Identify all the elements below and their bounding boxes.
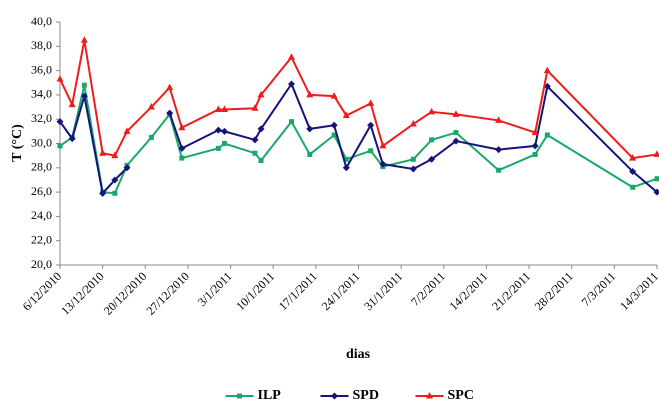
marker (179, 156, 184, 161)
marker (630, 185, 635, 190)
y-tick-label: 28,0 (31, 160, 52, 174)
marker (533, 152, 538, 157)
marker (149, 135, 154, 140)
marker (252, 151, 257, 156)
marker (82, 83, 87, 88)
marker (112, 191, 117, 196)
y-axis-title: T (°C) (10, 124, 25, 162)
marker (99, 149, 106, 156)
marker (288, 53, 295, 60)
marker (429, 137, 434, 142)
marker (216, 146, 221, 151)
marker (411, 157, 416, 162)
marker (215, 127, 222, 134)
marker (532, 142, 539, 149)
legend-label: SPD (353, 388, 379, 403)
y-tick-label: 20,0 (31, 257, 52, 271)
marker (57, 75, 64, 82)
legend-label: SPC (448, 388, 474, 403)
marker (166, 84, 173, 91)
x-tick-label: 21/2/2011 (489, 269, 533, 313)
marker (259, 158, 264, 163)
y-tick-label: 24,0 (31, 208, 52, 222)
x-tick-label: 14/2/2011 (446, 269, 490, 313)
x-tick-label: 14/3/2011 (617, 269, 659, 313)
y-tick-label: 32,0 (31, 111, 52, 125)
marker (655, 176, 659, 181)
x-tick-label: 20/12/2010 (101, 269, 150, 318)
x-tick-label: 7/3/2011 (579, 269, 619, 309)
marker (495, 146, 502, 153)
marker (222, 141, 227, 146)
x-tick-label: 28/2/2011 (532, 269, 576, 313)
marker (368, 148, 373, 153)
y-tick-label: 36,0 (31, 62, 52, 76)
y-tick-label: 26,0 (31, 184, 52, 198)
marker (331, 122, 338, 129)
x-tick-label: 27/12/2010 (143, 269, 192, 318)
y-tick-label: 22,0 (31, 232, 52, 246)
marker (410, 166, 417, 173)
x-tick-label: 7/2/2011 (408, 269, 448, 309)
marker (496, 168, 501, 173)
marker (307, 152, 312, 157)
x-tick-label: 3/1/2011 (195, 269, 235, 309)
marker (237, 394, 242, 399)
x-tick-label: 24/1/2011 (319, 269, 363, 313)
y-tick-label: 34,0 (31, 87, 52, 101)
marker (306, 125, 313, 132)
marker (654, 150, 659, 157)
marker (453, 130, 458, 135)
marker (81, 36, 88, 43)
series-line (170, 84, 657, 192)
y-tick-label: 38,0 (31, 38, 52, 52)
y-tick-label: 30,0 (31, 135, 52, 149)
marker (331, 393, 338, 400)
marker (58, 143, 63, 148)
marker (545, 132, 550, 137)
y-tick-label: 40,0 (31, 14, 52, 28)
x-tick-label: 6/12/2010 (20, 269, 64, 313)
legend-label: ILP (258, 388, 282, 403)
marker (289, 119, 294, 124)
x-tick-label: 31/1/2011 (361, 269, 405, 313)
x-tick-label: 13/12/2010 (58, 269, 107, 318)
marker (367, 99, 374, 106)
marker (544, 67, 551, 74)
x-tick-label: 17/1/2011 (276, 269, 320, 313)
x-tick-label: 10/1/2011 (233, 269, 277, 313)
x-axis-title: dias (346, 347, 371, 362)
marker (221, 128, 228, 135)
